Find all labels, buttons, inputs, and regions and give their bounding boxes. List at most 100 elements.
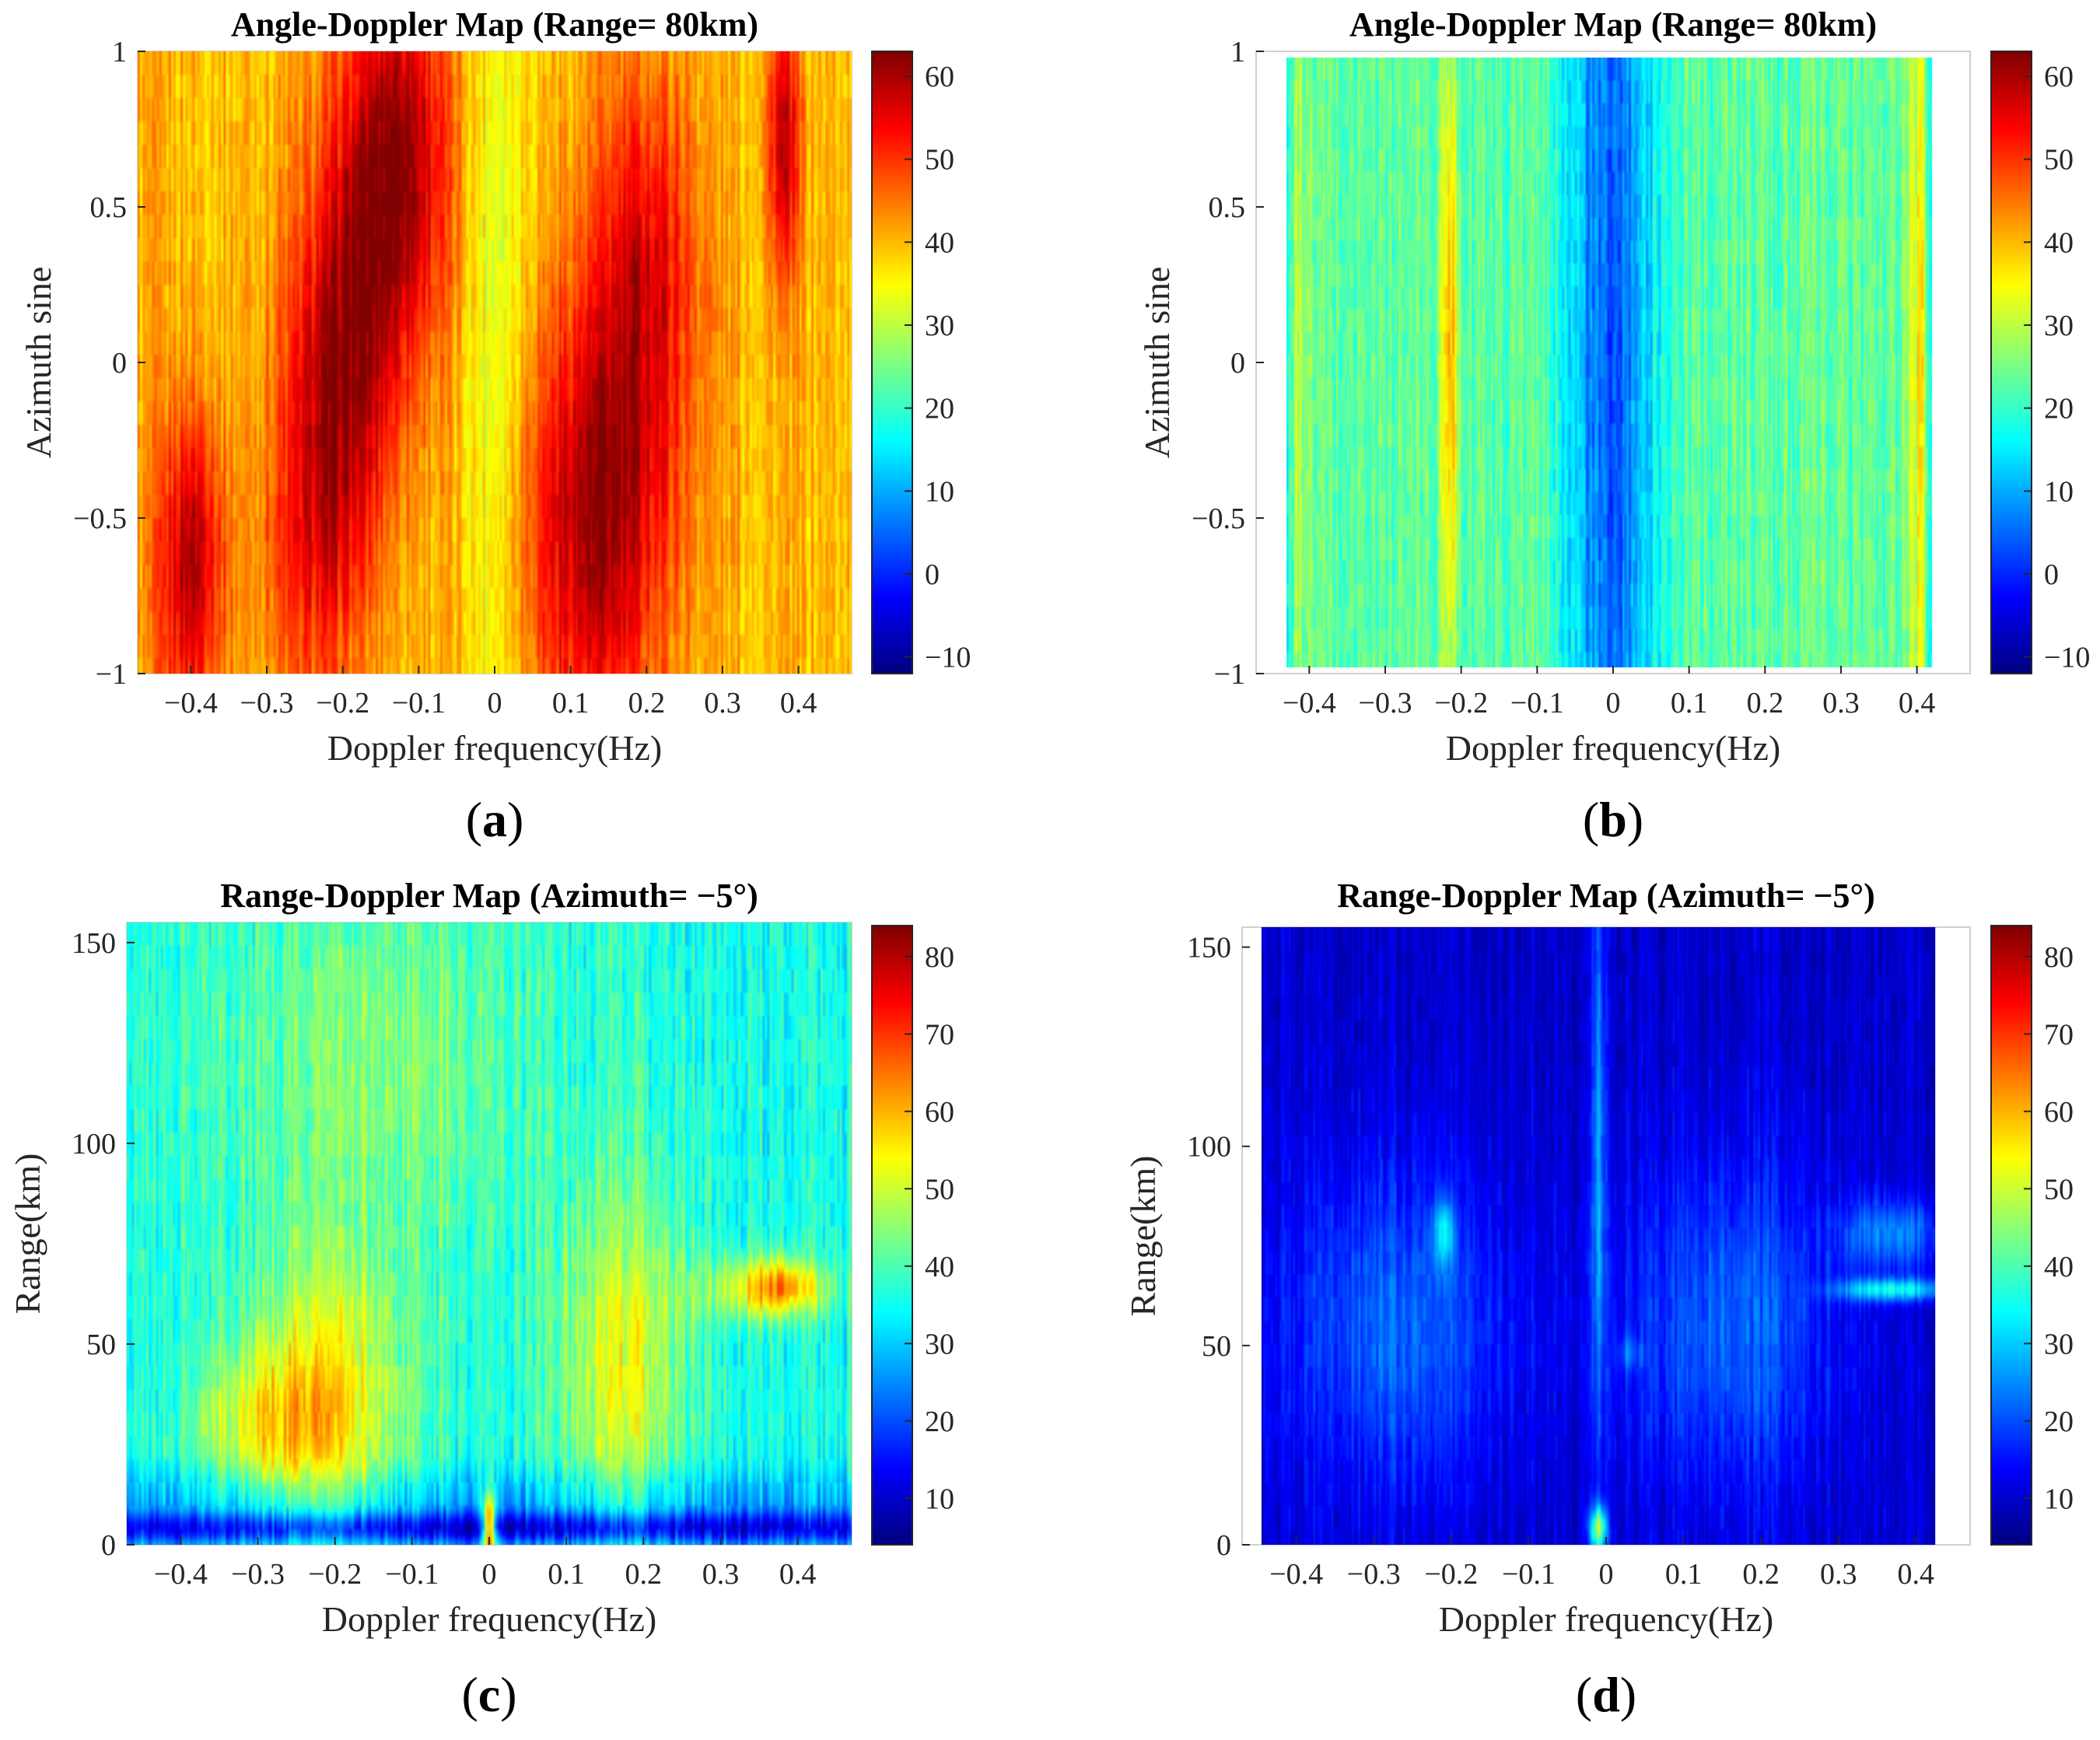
x-tick-label: −0.2 (1434, 687, 1488, 719)
colorbar-tick-label: 60 (925, 1096, 954, 1129)
x-tick-label: 0.4 (1898, 1558, 1935, 1591)
x-tick-label: 0.4 (1899, 687, 1936, 719)
x-tick-label: 0.3 (704, 687, 741, 719)
colorbar-tick-label: 10 (925, 475, 954, 508)
chart-title: Angle-Doppler Map (Range= 80km) (231, 5, 758, 44)
x-tick-label: −0.4 (1283, 687, 1336, 719)
colorbar-tick-label: 70 (2044, 1018, 2074, 1051)
x-tick-label: −0.4 (164, 687, 218, 719)
x-tick-label: −0.3 (231, 1558, 285, 1591)
panel-letter-id: c (478, 1667, 500, 1722)
y-axis-label: Azimuth sine (19, 267, 58, 459)
panel-letter: (b) (1583, 792, 1643, 847)
panel-letter: (a) (466, 792, 524, 847)
y-tick-label: 150 (1187, 932, 1231, 965)
x-tick-label: −0.1 (1502, 1558, 1556, 1591)
x-tick-label: 0.3 (702, 1558, 740, 1591)
x-tick-label: −0.3 (240, 687, 294, 719)
x-tick-label: −0.3 (1359, 687, 1412, 719)
colorbar-gradient (871, 925, 913, 1546)
colorbar-tick-label: −10 (925, 642, 971, 674)
y-tick-label: −0.5 (1192, 502, 1245, 535)
colorbar-tick-label: 30 (2044, 1328, 2074, 1360)
panel-letter-open-paren: ( (466, 792, 482, 847)
y-tick-label: −1 (96, 658, 127, 691)
x-tick-label: 0.2 (1747, 687, 1784, 719)
x-tick-label: −0.4 (154, 1558, 208, 1591)
y-tick-label: −0.5 (73, 502, 127, 535)
colorbar-tick-label: 20 (925, 1406, 954, 1438)
panel-letter-close-paren: ) (1620, 1667, 1636, 1722)
heatmap-image (1286, 58, 1933, 667)
panel-letter-close-paren: ) (500, 1667, 516, 1722)
x-axis-label: Doppler frequency(Hz) (327, 728, 662, 768)
y-tick-label: 50 (1202, 1330, 1231, 1363)
y-tick-label: 50 (86, 1329, 116, 1361)
x-tick-label: −0.1 (385, 1558, 439, 1591)
colorbar-tick-label: 60 (2044, 61, 2074, 93)
x-tick-label: 0.3 (1820, 1558, 1857, 1591)
x-tick-label: 0.1 (1671, 687, 1708, 719)
colorbar-tick-label: 30 (2044, 310, 2074, 342)
y-tick-label: 0 (101, 1529, 116, 1562)
x-tick-label: 0.4 (780, 687, 817, 719)
colorbar-tick-label: 30 (925, 1328, 954, 1360)
x-tick-label: 0.1 (548, 1558, 585, 1591)
y-tick-label: −1 (1214, 658, 1245, 691)
colorbar-tick-label: 80 (2044, 941, 2074, 974)
x-tick-label: 0 (1599, 1558, 1614, 1591)
colorbar-tick-label: −10 (2044, 642, 2090, 674)
x-tick-label: 0.2 (1742, 1558, 1780, 1591)
x-tick-label: −0.3 (1347, 1558, 1401, 1591)
panel-letter-close-paren: ) (1627, 792, 1643, 847)
colorbar-tick-label: 20 (925, 393, 954, 425)
heatmap-image (138, 51, 852, 674)
colorbar-gradient (871, 51, 913, 674)
colorbar-gradient (1990, 51, 2032, 674)
colorbar-tick-label: 50 (2044, 144, 2074, 177)
colorbar-tick-label: 50 (925, 1173, 954, 1206)
panel-letter-id: a (482, 792, 507, 847)
x-tick-label: 0.4 (779, 1558, 817, 1591)
colorbar: 10 20 30 40 50 60 70 80 (1990, 925, 2074, 1546)
y-axis-label: Range(km) (1123, 1156, 1163, 1317)
y-tick-label: 0.5 (1209, 191, 1246, 224)
colorbar-tick-label: 20 (2044, 393, 2074, 425)
x-tick-label: 0.1 (1665, 1558, 1703, 1591)
chart-title: Range-Doppler Map (Azimuth= −5°) (220, 877, 758, 915)
x-axis-label: Doppler frequency(Hz) (1439, 1599, 1773, 1639)
colorbar-tick-label: 0 (2044, 558, 2059, 591)
colorbar-tick-label: 10 (2044, 1483, 2074, 1515)
chart-panel-d: −0.4 −0.3 −0.2 −0.1 0 0.1 0.2 0.3 0.4 0 50 100 150 Ra… (1123, 877, 2074, 1722)
chart-panel-a: −0.4 −0.3 −0.2 −0.1 0 0.1 0.2 0.3 0.4 −1 −0.5 0 0.5 1… (19, 5, 971, 847)
colorbar-tick-label: 60 (2044, 1096, 2074, 1129)
colorbar-tick-label: 50 (925, 144, 954, 177)
chart-title: Range-Doppler Map (Azimuth= −5°) (1337, 877, 1874, 915)
heatmap-image (127, 923, 852, 1545)
x-tick-label: 0.2 (625, 1558, 663, 1591)
x-tick-label: −0.2 (308, 1558, 362, 1591)
y-tick-label: 0.5 (90, 191, 128, 224)
x-tick-label: 0.3 (1822, 687, 1860, 719)
colorbar-tick-label: 80 (925, 941, 954, 974)
colorbar-tick-label: 60 (925, 61, 954, 93)
x-tick-label: −0.4 (1269, 1558, 1323, 1591)
colorbar-tick-label: 0 (925, 558, 940, 591)
colorbar: 10 20 30 40 50 60 70 80 (871, 925, 954, 1546)
heatmap-image (1261, 927, 1936, 1545)
colorbar-tick-label: 10 (925, 1483, 954, 1515)
x-tick-label: 0 (482, 1558, 497, 1591)
colorbar-tick-label: 40 (925, 226, 954, 259)
panel-letter-close-paren: ) (507, 792, 523, 847)
x-tick-label: 0.1 (552, 687, 590, 719)
panel-letter: (c) (461, 1667, 516, 1722)
panel-letter-id: b (1599, 792, 1627, 847)
y-axis-label: Azimuth sine (1137, 267, 1177, 459)
colorbar-tick-label: 40 (2044, 1251, 2074, 1283)
panel-letter-open-paren: ( (461, 1667, 478, 1722)
x-tick-label: −0.1 (392, 687, 446, 719)
y-tick-label: 1 (112, 36, 127, 68)
colorbar-tick-label: 50 (2044, 1173, 2074, 1206)
panel-letter-id: d (1592, 1667, 1620, 1722)
